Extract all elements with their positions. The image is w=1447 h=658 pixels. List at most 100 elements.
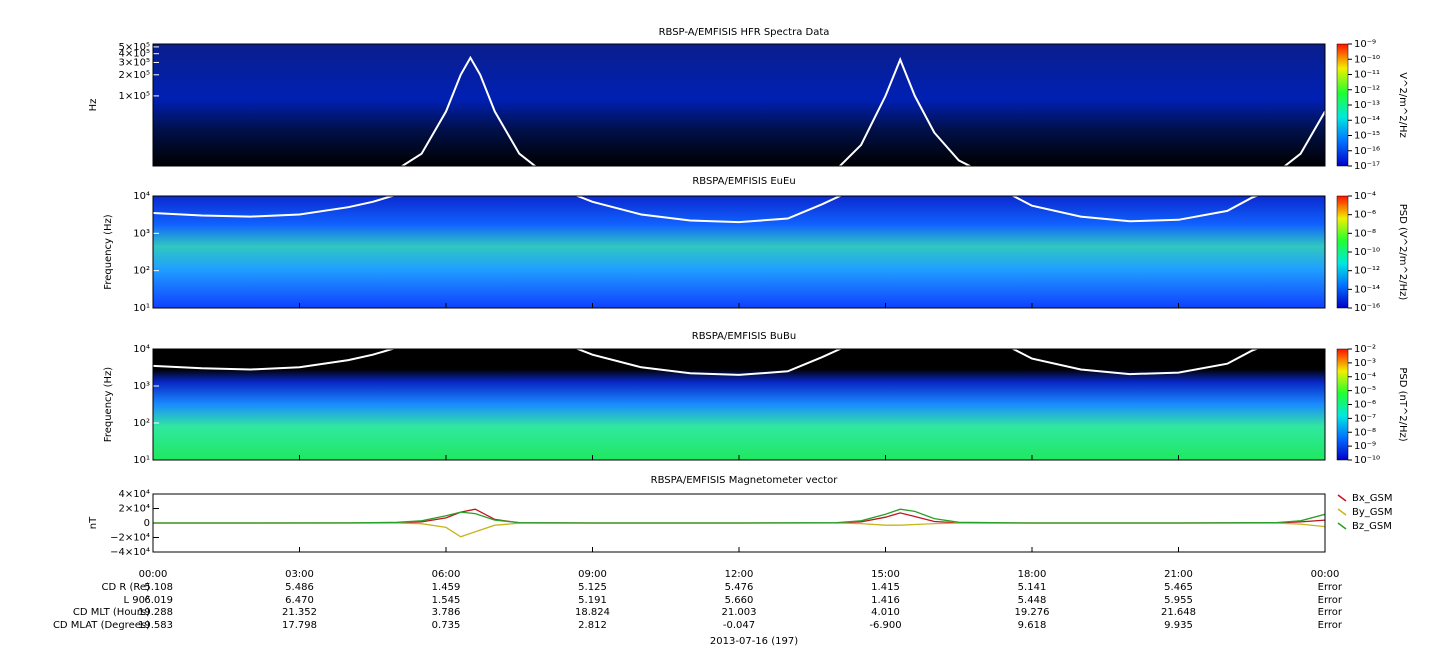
ephemeris-value: 1.459	[432, 582, 461, 593]
ephemeris-label: CD MLT (Hours)	[73, 607, 150, 618]
y-axis-label: Frequency (Hz)	[103, 214, 114, 290]
y-tick-label: 1×10⁵	[119, 91, 150, 102]
date-label: 2013-07-16 (197)	[710, 636, 798, 647]
colorbar	[1336, 348, 1349, 461]
ephemeris-value: 5.476	[725, 582, 754, 593]
legend-swatch	[1337, 494, 1347, 502]
y-tick-label: 4×10⁵	[119, 49, 150, 60]
colorbar-tick-label: 10⁻¹²	[1354, 266, 1380, 277]
ephemeris-value: Error	[1318, 582, 1343, 593]
y-tick-label: 2×10⁴	[119, 504, 150, 515]
ephemeris-value: 5.486	[285, 582, 314, 593]
ephemeris-value: -6.900	[869, 620, 901, 631]
overlay-curve	[153, 349, 1260, 376]
colorbar-tick-label: 10⁻¹³	[1354, 100, 1380, 111]
colorbar-tick-label: 10⁻²	[1354, 344, 1376, 355]
x-tick-label: 12:00	[725, 569, 754, 580]
colorbar-tick-label: 10⁻⁷	[1354, 413, 1376, 424]
ephemeris-value: -0.047	[723, 620, 755, 631]
colorbar-tick-label: 10⁻¹⁴	[1354, 115, 1380, 126]
y-tick-label: 0	[144, 518, 150, 529]
ephemeris-value: Error	[1318, 620, 1343, 631]
ephemeris-value: 5.125	[578, 582, 607, 593]
ephemeris-value: 5.660	[725, 595, 754, 606]
ephemeris-value: 19.276	[1015, 607, 1050, 618]
ephemeris-value: 5.955	[1164, 595, 1193, 606]
y-tick-label: 10³	[133, 381, 150, 392]
spectrogram-image	[153, 196, 1325, 308]
colorbar-tick-label: 10⁻¹²	[1354, 85, 1380, 96]
ephemeris-value: 5.191	[578, 595, 607, 606]
colorbar-tick-label: 10⁻⁸	[1354, 228, 1376, 239]
ephemeris-value: Error	[1318, 607, 1343, 618]
x-tick-label: 03:00	[285, 569, 314, 580]
colorbar-tick-label: 10⁻⁴	[1354, 191, 1376, 202]
x-tick-label: 00:00	[139, 569, 168, 580]
colorbar-tick-label: 10⁻⁴	[1354, 372, 1376, 383]
y-tick-label: 4×10⁴	[119, 489, 150, 500]
ephemeris-value: 6.019	[144, 595, 173, 606]
ephemeris-value: 5.108	[144, 582, 173, 593]
colorbar-tick-label: 10⁻¹⁰	[1354, 247, 1380, 258]
y-tick-label: 2×10⁵	[119, 70, 150, 81]
colorbar-tick-label: 10⁻¹⁰	[1354, 455, 1380, 466]
colorbar-tick-label: 10⁻⁹	[1354, 39, 1376, 50]
colorbar-tick-label: 10⁻¹⁶	[1354, 303, 1380, 314]
x-tick-label: 15:00	[871, 569, 900, 580]
ephemeris-label: CD MLAT (Degrees)	[53, 620, 150, 631]
ephemeris-value: 21.648	[1161, 607, 1196, 618]
spectrogram-image	[153, 349, 1325, 460]
spectrogram-image	[153, 44, 1325, 166]
y-tick-label: 10¹	[133, 303, 150, 314]
ephemeris-value: 21.003	[722, 607, 757, 618]
y-tick-label: 10⁴	[133, 344, 150, 355]
y-tick-label: 10³	[133, 228, 150, 239]
x-tick-label: 21:00	[1164, 569, 1193, 580]
y-axis-label: Frequency (Hz)	[103, 367, 114, 443]
colorbar-tick-label: 10⁻¹⁷	[1354, 161, 1380, 172]
colorbar-tick-label: 10⁻⁸	[1354, 427, 1376, 438]
ephemeris-value: 1.545	[432, 595, 461, 606]
y-tick-label: −2×10⁴	[110, 533, 150, 544]
ephemeris-value: 17.798	[282, 620, 317, 631]
colorbar-label: V^2/m^2/Hz	[1397, 72, 1408, 138]
ephemeris-value: 5.448	[1018, 595, 1047, 606]
colorbar-tick-label: 10⁻¹⁶	[1354, 146, 1380, 157]
panel-title: RBSPA/EMFISIS Magnetometer vector	[651, 475, 839, 486]
y-tick-label: 10⁴	[133, 191, 150, 202]
y-tick-label: 10²	[133, 266, 150, 277]
data-line	[153, 522, 1325, 538]
ephemeris-value: 21.352	[282, 607, 317, 618]
colorbar-label: PSD (nT^2/Hz)	[1397, 367, 1408, 441]
ephemeris-value: 6.470	[285, 595, 314, 606]
x-tick-label: 09:00	[578, 569, 607, 580]
ephemeris-value: 9.618	[1018, 620, 1047, 631]
plot-frame	[152, 43, 1326, 167]
colorbar-tick-label: 10⁻⁹	[1354, 441, 1376, 452]
ephemeris-value: 18.824	[575, 607, 610, 618]
y-tick-label: −4×10⁴	[110, 547, 150, 558]
colorbar-tick-label: 10⁻⁶	[1354, 400, 1376, 411]
panel-title: RBSP-A/EMFISIS HFR Spectra Data	[659, 27, 830, 38]
ephemeris-value: 3.786	[432, 607, 461, 618]
plot-frame	[152, 348, 1326, 461]
legend-swatch	[1337, 522, 1347, 530]
y-axis-label: Hz	[88, 99, 99, 112]
legend-label: Bz_GSM	[1352, 521, 1392, 532]
ephemeris-label: CD R (Re)	[102, 582, 151, 593]
panel-title: RBSPA/EMFISIS BuBu	[692, 331, 796, 342]
ephemeris-value: 19.583	[138, 620, 173, 631]
y-tick-label: 3×10⁵	[119, 57, 150, 68]
colorbar-tick-label: 10⁻⁶	[1354, 210, 1376, 221]
ephemeris-value: 4.010	[871, 607, 900, 618]
colorbar-tick-label: 10⁻⁵	[1354, 386, 1376, 397]
colorbar-tick-label: 10⁻¹⁵	[1354, 131, 1380, 142]
ephemeris-value: 5.141	[1018, 582, 1047, 593]
panel-title: RBSPA/EMFISIS EuEu	[692, 176, 795, 187]
colorbar	[1336, 43, 1349, 167]
y-tick-label: 5×10⁵	[119, 42, 150, 53]
ephemeris-value: 2.812	[578, 620, 607, 631]
ephemeris-value: 9.935	[1164, 620, 1193, 631]
colorbar-tick-label: 10⁻¹¹	[1354, 70, 1380, 81]
colorbar	[1336, 195, 1349, 309]
